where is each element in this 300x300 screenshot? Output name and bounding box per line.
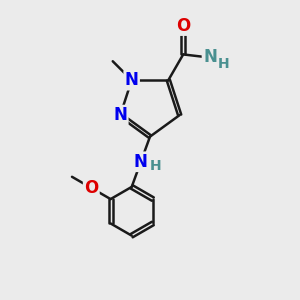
Text: O: O [84,179,98,197]
Text: N: N [125,71,139,89]
Text: O: O [176,16,190,34]
Text: N: N [203,48,217,66]
Text: H: H [149,159,161,173]
Text: H: H [218,57,230,71]
Text: N: N [134,153,148,171]
Text: N: N [113,106,127,124]
